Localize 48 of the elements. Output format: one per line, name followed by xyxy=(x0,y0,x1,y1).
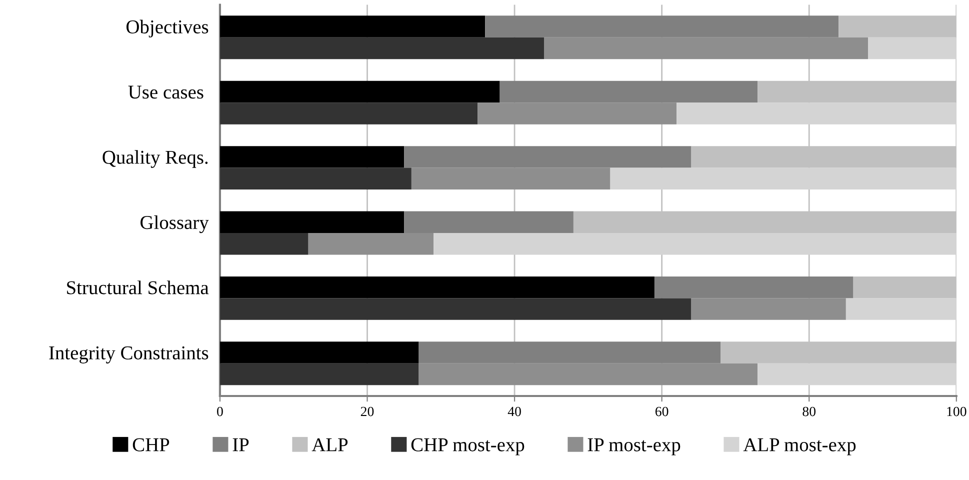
bar xyxy=(691,298,846,320)
bar xyxy=(220,363,419,386)
x-tick-label: 100 xyxy=(947,406,966,416)
bar xyxy=(654,276,854,298)
bar xyxy=(220,146,404,168)
y-tick-label: Glossary xyxy=(140,215,209,234)
bar xyxy=(220,298,692,320)
x-tick-label: 20 xyxy=(360,406,374,416)
bar xyxy=(220,233,308,255)
bar xyxy=(846,298,956,320)
x-tick-label: 0 xyxy=(217,406,223,416)
y-tick-label: Quality Reqs. xyxy=(102,150,208,168)
bar xyxy=(220,276,654,298)
legend-label: IP xyxy=(232,438,249,452)
legend-label: ALP most-exp xyxy=(743,438,856,456)
bar xyxy=(220,211,404,233)
y-tick-label: Use cases xyxy=(128,86,204,99)
legend-label: IP most-exp xyxy=(588,438,680,456)
bar xyxy=(220,168,412,190)
y-tick-label: Objectives xyxy=(126,20,208,38)
bar xyxy=(500,80,758,103)
x-tick-label: 80 xyxy=(802,406,816,416)
bar xyxy=(610,168,956,190)
legend-label: CHP xyxy=(132,438,170,452)
legend-label: CHP most-exp xyxy=(411,438,524,456)
bar xyxy=(220,16,486,38)
bar xyxy=(544,37,868,60)
bar xyxy=(478,102,677,124)
bar xyxy=(220,102,478,124)
bar xyxy=(220,37,544,60)
y-tick-label: Integrity Constraints xyxy=(49,346,208,364)
bar xyxy=(434,233,956,255)
bar xyxy=(220,342,419,364)
y-tick-label: Structural Schema xyxy=(67,280,209,294)
legend-label: ALP xyxy=(312,438,348,452)
bar xyxy=(418,363,758,386)
bar xyxy=(220,80,500,103)
bar xyxy=(404,146,692,168)
bar xyxy=(411,168,610,190)
bar xyxy=(404,211,574,233)
x-tick-label: 40 xyxy=(508,406,521,416)
bar xyxy=(676,102,956,124)
x-tick-label: 60 xyxy=(655,406,668,416)
bar xyxy=(868,37,956,60)
bar xyxy=(418,342,721,364)
bar xyxy=(485,16,839,38)
bar xyxy=(308,233,434,255)
bar xyxy=(758,363,956,386)
